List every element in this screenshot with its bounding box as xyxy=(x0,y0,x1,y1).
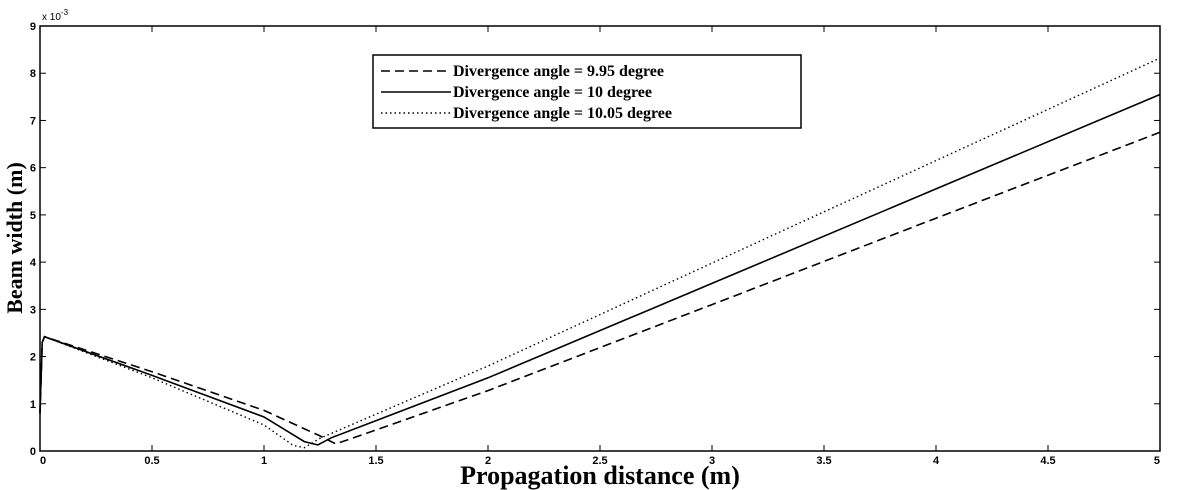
legend-label-dotted: Divergence angle = 10.05 degree xyxy=(453,105,672,122)
y-tick-label: 8 xyxy=(30,68,36,80)
y-tick-label: 0 xyxy=(30,446,36,458)
y-tick-label: 7 xyxy=(30,115,36,127)
x-tick-label: 5 xyxy=(1154,455,1160,467)
y-axis-label: Beam width (m) xyxy=(2,162,27,314)
series-line-solid xyxy=(39,93,1161,446)
x-tick-label: 3.5 xyxy=(816,455,831,467)
x-tick-label: 4 xyxy=(933,455,940,467)
series-group xyxy=(39,57,1161,449)
x-tick-label: 3 xyxy=(709,455,715,467)
x-axis-label: Propagation distance (m) xyxy=(460,461,740,490)
y-tick-label: 1 xyxy=(30,399,36,411)
x-tick-label: 0.5 xyxy=(144,455,159,467)
y-tick-label: 2 xyxy=(30,352,36,364)
x-tick-label: 1 xyxy=(261,455,267,467)
x-tick-label: 2.5 xyxy=(592,455,607,467)
y-tick-label: 6 xyxy=(30,163,36,175)
y-multiplier-exponent: -3 xyxy=(61,8,69,17)
x-tick-label: 1.5 xyxy=(368,455,383,467)
y-tick-label: 5 xyxy=(30,210,36,222)
y-multiplier-label: x 10-3 xyxy=(42,8,69,23)
x-tick-label: 2 xyxy=(485,455,491,467)
x-tick-label: 4.5 xyxy=(1040,455,1055,467)
legend-label-dashed: Divergence angle = 9.95 degree xyxy=(453,63,664,80)
y-tick-label: 3 xyxy=(30,304,36,316)
legend: Divergence angle = 9.95 degree Divergence… xyxy=(372,54,802,129)
y-tick-label: 4 xyxy=(30,257,37,269)
y-tick-label: 9 xyxy=(30,21,36,33)
x-tick-label: 0 xyxy=(40,455,46,467)
axis-ticks: 0 0.5 1 1.5 2 2.5 3 3.5 4 4.5 5 0 1 2 3 4 5 6 7 8 9 xyxy=(30,21,1161,467)
legend-label-solid: Divergence angle = 10 degree xyxy=(453,84,652,101)
